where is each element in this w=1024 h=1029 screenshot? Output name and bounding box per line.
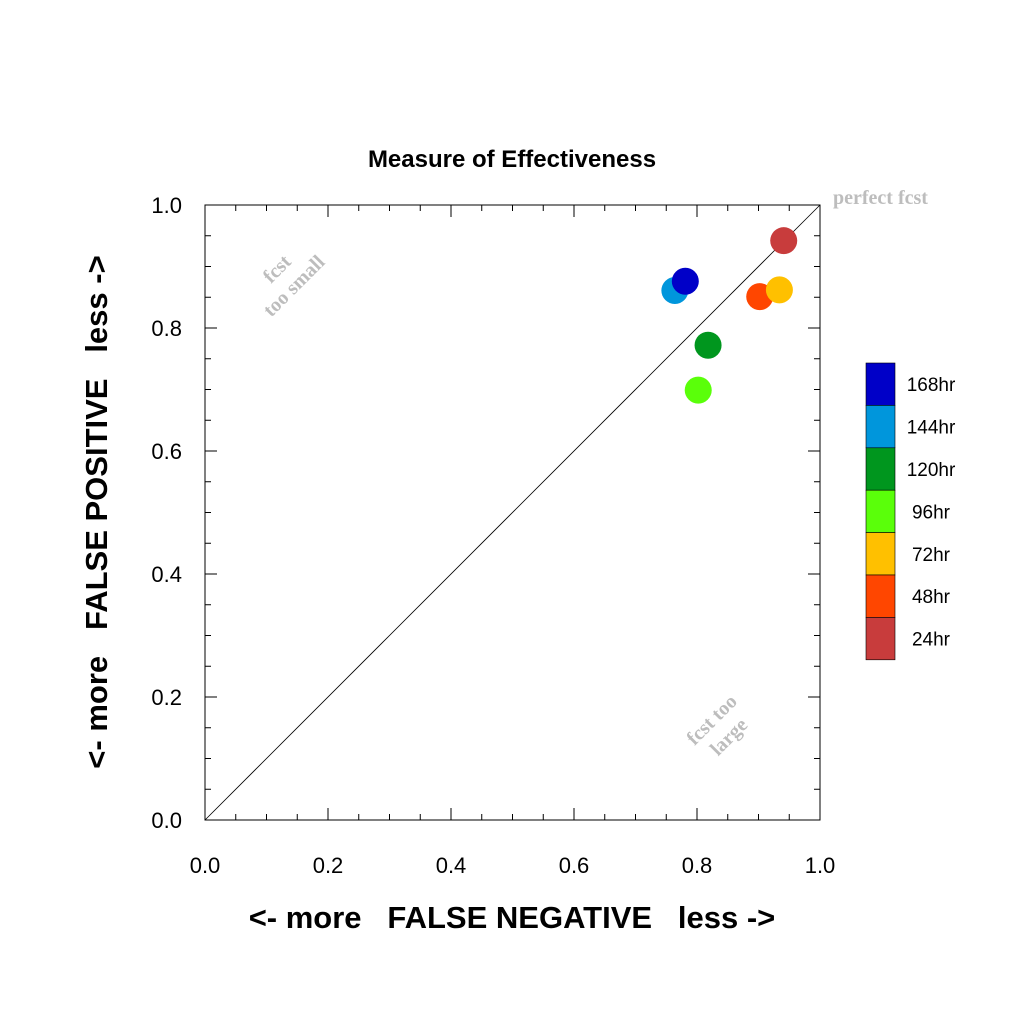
y-tick-label: 0.4 bbox=[151, 562, 182, 587]
legend-swatch-48hr bbox=[865, 574, 896, 618]
legend-swatch-24hr bbox=[865, 617, 896, 661]
data-point-24hr bbox=[770, 227, 798, 255]
annotation-perfect-fcst: perfect fcst bbox=[833, 187, 928, 209]
y-tick-label: 0.0 bbox=[151, 808, 182, 833]
diagonal-line bbox=[204, 204, 821, 821]
y-tick-label: 0.8 bbox=[151, 316, 182, 341]
data-point-96hr bbox=[684, 376, 712, 404]
legend-swatch-96hr bbox=[865, 489, 896, 533]
x-tick-label: 0.4 bbox=[436, 853, 467, 878]
chart-title: Measure of Effectiveness bbox=[368, 146, 656, 173]
y-tick-label: 0.6 bbox=[151, 439, 182, 464]
y-axis-label: <- more FALSE POSITIVE less -> bbox=[79, 255, 114, 768]
legend-swatch-120hr bbox=[865, 447, 896, 491]
legend-label-48hr: 48hr bbox=[912, 587, 951, 608]
y-tick-label: 1.0 bbox=[151, 193, 182, 218]
x-tick-label: 0.6 bbox=[559, 853, 590, 878]
x-axis-label: <- more FALSE NEGATIVE less -> bbox=[249, 900, 776, 935]
legend-swatch-144hr bbox=[865, 405, 896, 449]
legend-swatch-72hr bbox=[865, 532, 896, 576]
legend-label-96hr: 96hr bbox=[912, 502, 951, 523]
legend-label-24hr: 24hr bbox=[912, 630, 951, 651]
data-point-168hr bbox=[671, 267, 699, 295]
x-tick-label: 1.0 bbox=[805, 853, 836, 878]
x-tick-label: 0.0 bbox=[190, 853, 221, 878]
data-point-72hr bbox=[765, 276, 793, 304]
data-point-120hr bbox=[694, 331, 722, 359]
legend-label-144hr: 144hr bbox=[907, 418, 956, 439]
legend-label-168hr: 168hr bbox=[907, 375, 956, 396]
x-tick-label: 0.2 bbox=[313, 853, 344, 878]
legend-swatch-168hr bbox=[865, 362, 896, 406]
y-tick-label: 0.2 bbox=[151, 685, 182, 710]
legend-label-72hr: 72hr bbox=[912, 545, 951, 566]
legend-label-120hr: 120hr bbox=[907, 460, 956, 481]
x-tick-label: 0.8 bbox=[682, 853, 713, 878]
